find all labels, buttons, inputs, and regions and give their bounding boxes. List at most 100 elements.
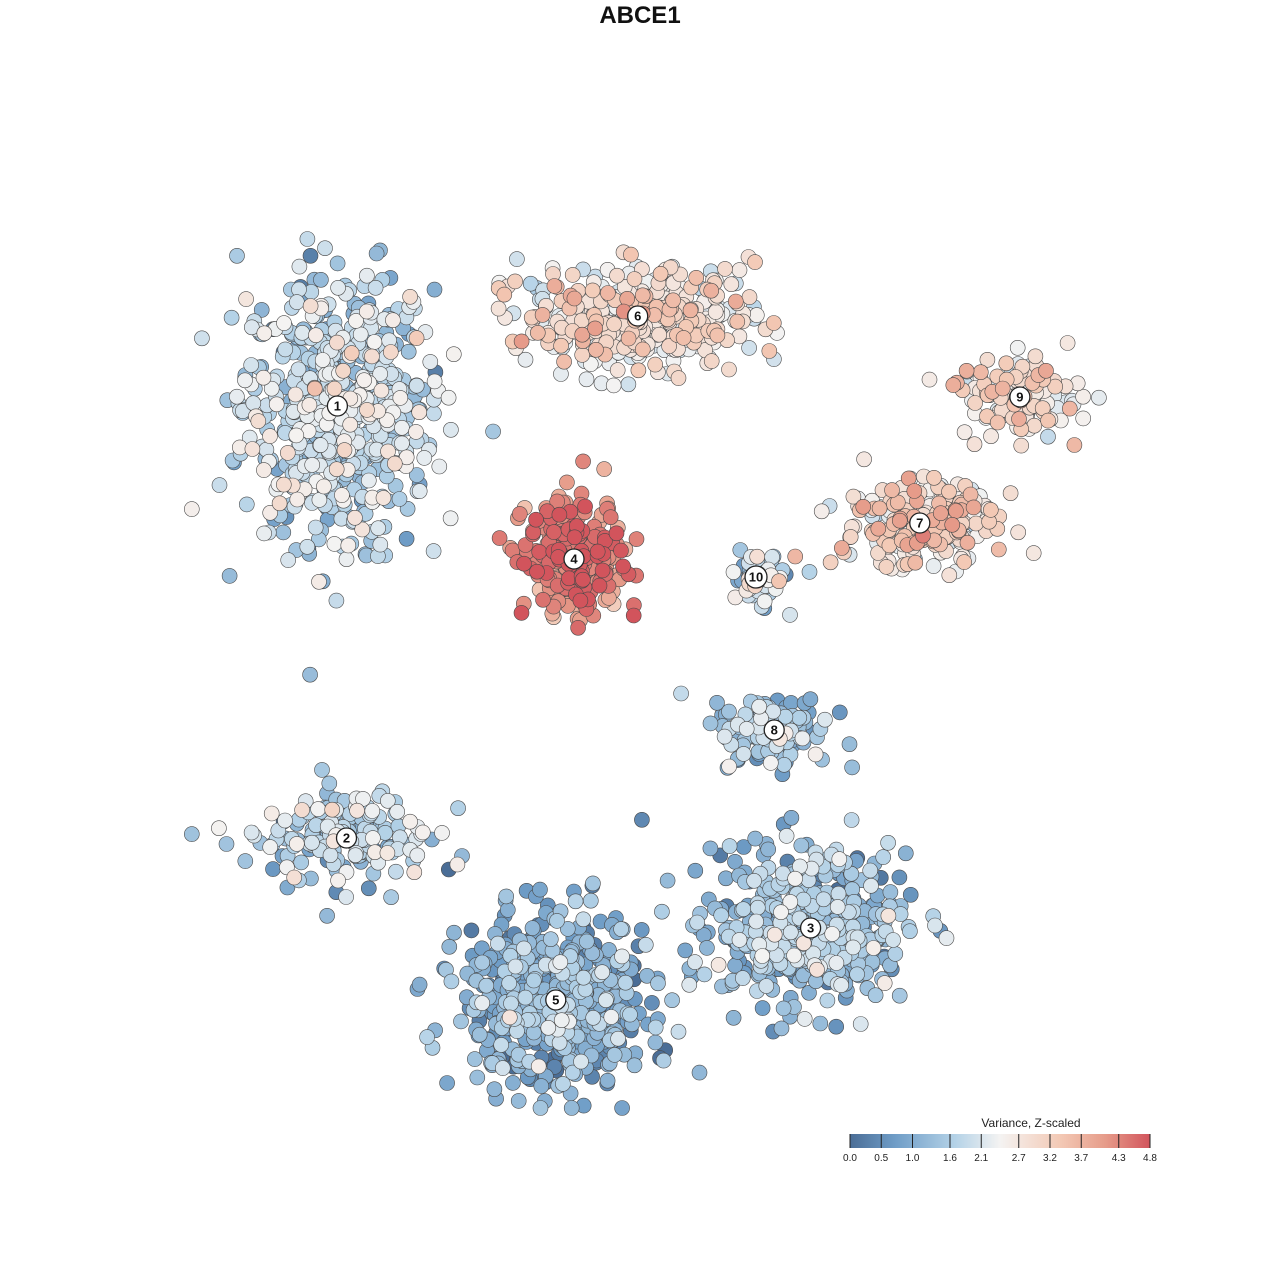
cell-point (302, 298, 319, 314)
cell-point (727, 293, 744, 310)
cell-point (843, 812, 860, 828)
cell-point (359, 267, 375, 284)
cell-point (317, 240, 333, 256)
cell-point (280, 552, 297, 568)
legend-tick-label: 4.3 (1112, 1153, 1126, 1164)
cell-point (411, 404, 428, 421)
cell-point (490, 935, 506, 952)
cell-point (634, 811, 650, 828)
cell-point (503, 995, 519, 1012)
cell-point (731, 262, 748, 278)
cell-point (875, 849, 892, 865)
cell-point (617, 974, 634, 991)
cell-point (682, 302, 699, 319)
cell-point (670, 370, 687, 386)
cell-point (566, 529, 583, 546)
cell-point (749, 899, 766, 916)
cell-point (406, 864, 423, 881)
cluster-label-text: 7 (916, 516, 923, 531)
cell-point (773, 904, 789, 921)
cell-point (856, 451, 872, 468)
cell-point (329, 334, 345, 351)
cell-point (702, 715, 719, 732)
cell-point (994, 380, 1011, 397)
cell-point (652, 265, 669, 282)
cell-point (651, 326, 668, 343)
cell-point (927, 917, 943, 934)
cell-point (529, 563, 545, 580)
cell-point (773, 1020, 790, 1037)
cell-point (721, 758, 737, 775)
cell-point (587, 320, 603, 337)
cluster-label-badge (326, 395, 349, 417)
cell-point (338, 551, 355, 568)
cell-point (1027, 348, 1044, 365)
cell-point (328, 592, 345, 609)
cell-point (194, 330, 210, 347)
cell-point (944, 516, 961, 533)
cell-point (313, 271, 329, 288)
cell-point (286, 869, 303, 886)
color-legend: Variance, Z-scaled 0.0 0.5 1.0 1.6 2.1 2.7 3.2… (843, 1116, 1157, 1164)
cell-point (505, 1075, 521, 1091)
cell-point (738, 721, 755, 737)
cell-point (876, 975, 893, 991)
cell-point (748, 913, 765, 930)
cell-point (567, 893, 584, 910)
cell-point (389, 803, 406, 820)
cell-point (647, 356, 664, 373)
cell-point (1062, 400, 1078, 417)
cell-point (411, 483, 428, 499)
cell-point (926, 469, 942, 486)
cell-point (608, 525, 625, 542)
cell-point (688, 269, 705, 286)
cell-point (474, 995, 491, 1011)
cell-point (321, 775, 338, 792)
cell-point (366, 334, 383, 350)
cell-point (499, 902, 516, 918)
cluster-label-text: 4 (570, 552, 578, 567)
cell-point (822, 554, 839, 571)
cell-point (358, 303, 375, 320)
cell-point (551, 506, 568, 523)
legend-tick-label: 2.7 (1012, 1153, 1026, 1164)
cell-point (673, 685, 689, 702)
cell-point (533, 1078, 550, 1094)
cell-point (408, 377, 425, 394)
cell-point (394, 419, 410, 436)
cell-point (956, 424, 973, 441)
cell-point (703, 353, 720, 369)
cell-point (542, 931, 559, 948)
cell-point (824, 926, 841, 942)
cell-point (735, 746, 752, 762)
cell-point (932, 505, 949, 522)
cell-point (509, 251, 525, 267)
cell-point (655, 1052, 672, 1069)
cell-point (845, 939, 861, 956)
cell-point (591, 577, 608, 594)
cell-point (830, 885, 847, 902)
cell-point (829, 899, 846, 915)
cell-point (277, 812, 293, 829)
cluster-label-badge (799, 917, 822, 939)
cell-point (801, 564, 818, 580)
cell-point (644, 995, 660, 1011)
cell-point (486, 1081, 503, 1097)
cell-point (184, 501, 200, 517)
cell-point (962, 486, 979, 503)
cell-point (243, 357, 259, 373)
cell-point (1047, 378, 1063, 395)
cell-point (535, 591, 551, 608)
cell-point (968, 515, 984, 532)
cell-point (373, 382, 390, 399)
cell-point (855, 498, 872, 515)
cell-point (289, 294, 305, 310)
cell-point (388, 863, 404, 880)
cell-point (575, 453, 591, 470)
cluster-label-text: 1 (334, 399, 341, 414)
cell-point (870, 545, 886, 561)
cell-point (314, 352, 331, 368)
cell-point (786, 947, 802, 964)
cell-point (578, 371, 595, 388)
cell-point (709, 694, 725, 711)
